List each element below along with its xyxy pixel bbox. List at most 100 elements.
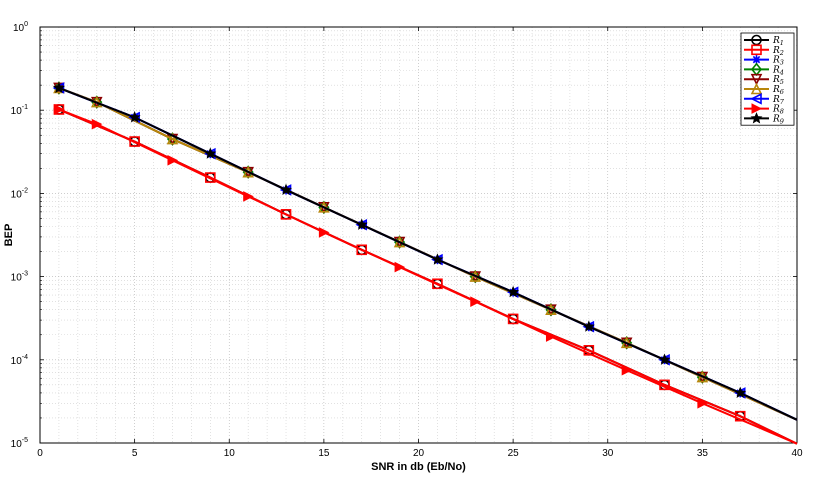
legend-label: R7 xyxy=(772,95,785,106)
data-point xyxy=(697,397,708,409)
y-tick-exponent: -2 xyxy=(22,187,28,194)
legend-item: R9 xyxy=(744,112,784,125)
x-axis: 0 5 10 15 20 25 30 35 40 xyxy=(37,27,803,459)
y-tick-base: 10 xyxy=(13,23,25,34)
data-point xyxy=(91,118,103,130)
x-tick-label: 10 xyxy=(224,448,236,459)
data-point xyxy=(52,81,65,94)
data-point xyxy=(394,261,406,273)
legend-marker xyxy=(750,112,763,124)
y-tick-exponent: -4 xyxy=(22,354,28,361)
data-point xyxy=(470,296,481,307)
legend-label-base: R xyxy=(772,65,780,75)
data-point xyxy=(128,111,141,123)
data-point xyxy=(734,386,747,398)
legend-label-base: R xyxy=(772,105,780,115)
x-tick-label: 5 xyxy=(132,448,138,459)
data-point xyxy=(53,104,65,115)
data-point xyxy=(545,331,557,342)
y-tick-label: 10-1 xyxy=(11,104,28,117)
legend-label-base: R xyxy=(772,114,780,124)
legend-label-subscript: 1 xyxy=(780,39,784,47)
y-tick-label: 100 xyxy=(13,21,28,34)
legend-label-base: R xyxy=(772,75,780,85)
data-point xyxy=(734,410,746,422)
data-point xyxy=(355,218,368,230)
series-layer xyxy=(52,81,798,445)
y-tick-base: 10 xyxy=(11,356,23,367)
legend-label-subscript: 8 xyxy=(780,108,784,116)
legend-label-subscript: 4 xyxy=(779,68,784,76)
y-tick-base: 10 xyxy=(11,439,23,450)
legend-label-base: R xyxy=(772,36,780,46)
data-point xyxy=(432,278,443,290)
data-point xyxy=(280,183,293,196)
legend-label: R2 xyxy=(772,46,784,57)
legend-label: R5 xyxy=(772,75,784,86)
legend-label: R4 xyxy=(772,65,784,76)
legend-label: R6 xyxy=(772,85,784,96)
y-tick-label: 10-2 xyxy=(11,187,28,200)
y-tick-label: 10-3 xyxy=(11,271,28,284)
legend-label-base: R xyxy=(772,85,780,95)
data-point xyxy=(582,320,595,332)
legend-marker xyxy=(751,44,762,56)
data-point xyxy=(204,147,217,159)
data-point xyxy=(431,253,444,265)
data-point xyxy=(280,209,292,220)
legend-label: R3 xyxy=(772,56,784,67)
legend-label: R8 xyxy=(772,105,784,116)
data-point xyxy=(243,191,254,202)
x-tick-label: 35 xyxy=(697,448,709,459)
legend-item: R8 xyxy=(744,103,784,116)
legend-marker xyxy=(750,93,762,105)
legend-marker xyxy=(750,73,763,86)
data-point xyxy=(205,172,216,183)
y-tick-exponent: -5 xyxy=(22,437,28,444)
x-tick-label: 0 xyxy=(37,448,43,459)
legend-marker xyxy=(750,82,763,95)
x-tick-label: 25 xyxy=(508,448,520,459)
data-point xyxy=(356,244,368,256)
series-r9 xyxy=(52,81,798,421)
legend-label-subscript: 7 xyxy=(780,98,785,106)
legend-marker xyxy=(751,103,763,114)
data-point xyxy=(129,136,140,147)
legend-label-base: R xyxy=(772,56,780,66)
legend-label-subscript: 2 xyxy=(779,49,784,57)
legend-item: R3 xyxy=(744,55,784,67)
legend-label: R9 xyxy=(772,114,784,125)
legend-item: R5 xyxy=(744,73,784,86)
data-point xyxy=(621,364,633,376)
legend-label-subscript: 3 xyxy=(780,59,784,67)
legend-label-base: R xyxy=(772,95,780,105)
legend-label: R1 xyxy=(772,36,784,47)
data-point xyxy=(318,227,330,238)
y-tick-exponent: -1 xyxy=(22,104,28,111)
data-point xyxy=(166,132,179,145)
legend-item: R6 xyxy=(744,82,784,96)
legend-item: R7 xyxy=(744,93,785,106)
data-point xyxy=(167,154,179,166)
y-tick-base: 10 xyxy=(11,189,23,200)
legend-label-subscript: 5 xyxy=(780,78,784,86)
legend-item: R2 xyxy=(744,44,784,57)
y-tick-exponent: -3 xyxy=(22,271,28,278)
legend-label-base: R xyxy=(772,46,780,56)
data-point xyxy=(507,285,520,298)
x-tick-label: 15 xyxy=(318,448,330,459)
legend-label-subscript: 9 xyxy=(780,117,784,125)
y-tick-exponent: 0 xyxy=(24,21,28,28)
x-tick-label: 40 xyxy=(791,448,803,459)
y-axis-title: BEP xyxy=(3,224,15,247)
series-r2 xyxy=(53,104,798,445)
y-tick-label: 10-5 xyxy=(11,437,28,450)
data-point xyxy=(658,353,671,365)
x-tick-label: 30 xyxy=(602,448,614,459)
y-tick-base: 10 xyxy=(11,106,23,117)
grid-layer xyxy=(40,27,797,443)
